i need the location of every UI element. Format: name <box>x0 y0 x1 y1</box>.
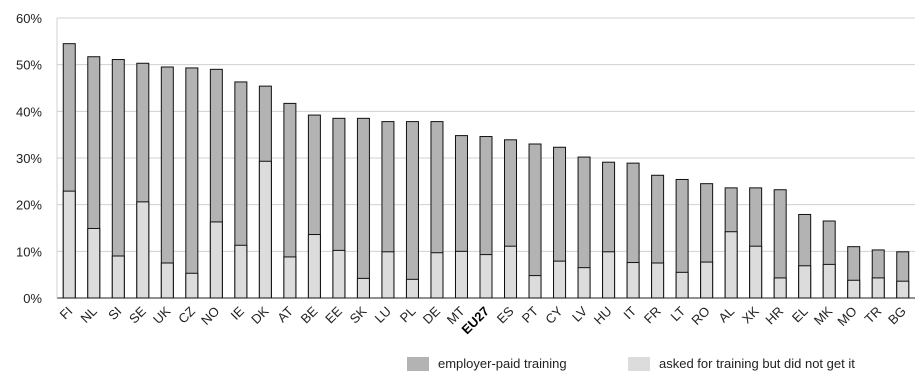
legend: employer-paid training asked for trainin… <box>407 356 855 371</box>
x-tick-label-uk: UK <box>150 303 174 327</box>
x-tick-label-lv: LV <box>569 303 590 324</box>
bar-asked-not-get-se <box>136 201 150 299</box>
bar-asked-not-get-cy <box>553 260 567 299</box>
bar-employer-paid-pt <box>528 143 542 299</box>
bar-asked-not-get-al <box>724 231 738 299</box>
x-tick-label-al: AL <box>715 304 737 326</box>
bar-asked-not-get-be <box>307 234 321 299</box>
x-tick-label-be: BE <box>298 303 321 326</box>
x-tick-label-lu: LU <box>372 304 394 326</box>
bar-asked-not-get-hu <box>602 251 616 299</box>
bar-asked-not-get-sk <box>356 277 370 299</box>
x-tick-label-mo: MO <box>834 304 859 329</box>
bar-asked-not-get-ee <box>332 249 346 299</box>
x-tick-label-at: AT <box>274 303 296 325</box>
bar-asked-not-get-es <box>504 245 518 299</box>
bars <box>62 43 910 299</box>
x-tick-label-dk: DK <box>248 303 272 327</box>
bar-asked-not-get-mt <box>454 250 468 299</box>
bar-asked-not-get-dk <box>258 160 272 299</box>
x-tick-label-hr: HR <box>762 304 786 328</box>
x-tick-label-cz: CZ <box>175 303 198 326</box>
bar-asked-not-get-it <box>626 262 640 299</box>
bar-asked-not-get-mo <box>847 279 861 299</box>
x-tick-label-es: ES <box>494 303 517 326</box>
bar-asked-not-get-hr <box>773 277 787 299</box>
bar-asked-not-get-nl <box>87 227 101 299</box>
x-tick-label-fi: FI <box>57 304 76 323</box>
x-tick-label-pt: PT <box>519 303 541 325</box>
y-axis-ticks: 0% 10% 20% 30% 40% 50% 60% <box>16 11 42 306</box>
legend-label-employer-paid: employer-paid training <box>438 356 567 371</box>
x-tick-label-bg: BG <box>885 304 909 328</box>
x-tick-label-nl: NL <box>78 304 100 326</box>
x-tick-label-hu: HU <box>591 304 615 328</box>
x-tick-label-fr: FR <box>641 304 664 327</box>
x-tick-label-el: EL <box>789 304 811 326</box>
bar-asked-not-get-lt <box>675 271 689 299</box>
bar-asked-not-get-mk <box>822 263 836 299</box>
bar-asked-not-get-fr <box>651 262 665 299</box>
y-tick-label: 50% <box>16 58 42 73</box>
y-tick-label: 20% <box>16 198 42 213</box>
x-tick-label-cy: CY <box>542 303 566 327</box>
bar-asked-not-get-si <box>111 255 125 299</box>
legend-swatch-employer-paid <box>407 357 429 371</box>
bar-asked-not-get-no <box>209 221 223 299</box>
x-tick-label-lt: LT <box>668 303 689 324</box>
bar-asked-not-get-bg <box>896 280 910 299</box>
x-tick-label-sk: SK <box>347 303 370 326</box>
bar-employer-paid-pl <box>405 121 419 299</box>
x-tick-label-mk: MK <box>811 303 836 328</box>
x-tick-label-it: IT <box>620 303 639 322</box>
bar-asked-not-get-fi <box>62 190 76 299</box>
x-tick-label-se: SE <box>126 303 149 326</box>
x-tick-label-xk: XK <box>739 303 762 326</box>
bar-asked-not-get-pl <box>405 278 419 299</box>
bar-asked-not-get-pt <box>528 275 542 299</box>
x-tick-label-no: NO <box>198 304 222 328</box>
bar-employer-paid-cz <box>185 67 199 299</box>
y-tick-label: 0% <box>23 291 42 306</box>
y-tick-label: 10% <box>16 244 42 259</box>
bar-asked-not-get-lu <box>381 251 395 299</box>
x-tick-label-tr: TR <box>861 304 884 327</box>
bar-asked-not-get-xk <box>749 245 763 299</box>
x-tick-label-ie: IE <box>228 303 248 323</box>
bar-asked-not-get-ie <box>234 244 248 299</box>
bar-asked-not-get-ro <box>700 261 714 299</box>
bar-asked-not-get-cz <box>185 272 199 299</box>
bar-asked-not-get-el <box>798 265 812 299</box>
x-tick-label-de: DE <box>420 303 444 327</box>
bar-asked-not-get-lv <box>577 267 591 299</box>
bar-asked-not-get-at <box>283 256 297 299</box>
y-tick-label: 60% <box>16 11 42 26</box>
y-tick-label: 40% <box>16 104 42 119</box>
x-tick-label-eu27: EU27 <box>459 304 493 338</box>
bar-employer-paid-sk <box>356 117 370 299</box>
bar-asked-not-get-tr <box>871 277 885 299</box>
x-tick-label-ro: RO <box>688 304 712 328</box>
bar-asked-not-get-eu27 <box>479 254 493 299</box>
bar-asked-not-get-de <box>430 252 444 299</box>
y-tick-label: 30% <box>16 151 42 166</box>
bar-asked-not-get-uk <box>160 262 174 299</box>
x-tick-label-pl: PL <box>397 304 419 326</box>
x-tick-label-si: SI <box>105 304 124 323</box>
x-tick-label-ee: EE <box>322 303 345 326</box>
legend-label-asked-not-get: asked for training but did not get it <box>659 356 855 371</box>
legend-swatch-asked-not-get <box>628 357 650 371</box>
